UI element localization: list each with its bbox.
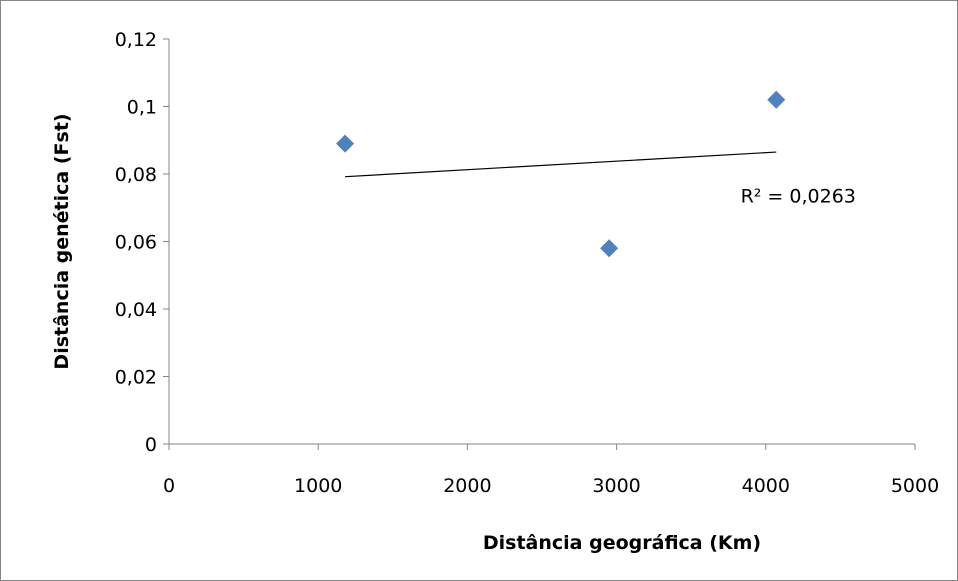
y-tick-label: 0,12 [115, 29, 157, 51]
data-points-layer [336, 90, 786, 258]
r-squared-annotation: R² = 0,0263 [741, 186, 856, 208]
x-tick-label: 2000 [443, 475, 491, 497]
trendline [345, 151, 777, 178]
x-axis-title: Distância geográfica (Km) [483, 532, 761, 554]
y-tick-label: 0,08 [115, 164, 157, 186]
data-point [767, 90, 786, 109]
y-tick-label: 0 [145, 434, 157, 456]
data-point [600, 239, 619, 258]
x-tick-label: 1000 [294, 475, 342, 497]
x-tick-label: 4000 [742, 475, 790, 497]
y-tick-label: 0,06 [115, 232, 157, 254]
x-axis: 0 1000 2000 3000 4000 5000 [163, 443, 939, 497]
x-tick-label: 0 [163, 475, 175, 497]
trendline-layer [345, 151, 777, 178]
y-tick-label: 0,04 [115, 299, 157, 321]
data-point [336, 134, 355, 153]
y-tick-label: 0,1 [127, 97, 157, 119]
x-tick-label: 3000 [592, 475, 640, 497]
y-axis-title: Distância genética (Fst) [51, 113, 73, 369]
x-tick-label: 5000 [891, 475, 939, 497]
y-axis: 0 0,02 0,04 0,06 0,08 0,1 0,12 [115, 29, 170, 456]
y-tick-label: 0,02 [115, 367, 157, 389]
